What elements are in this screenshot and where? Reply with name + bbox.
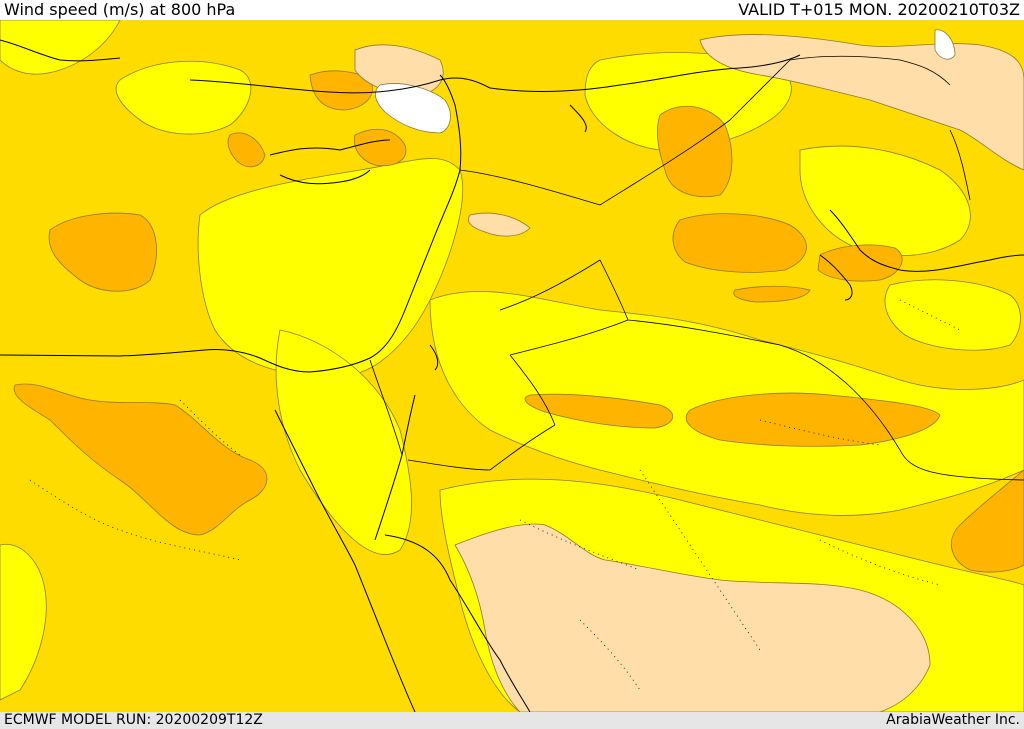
map-title: Wind speed (m/s) at 800 hPa [4,0,236,19]
field-light-zones [354,34,1024,712]
field-strong-zones [13,70,1024,573]
coastlines [0,39,1024,712]
borders [369,55,1024,481]
footer-bar: ECMWF MODEL RUN: 20200209T12Z ArabiaWeat… [0,712,1024,729]
header-bar: Wind speed (m/s) at 800 hPa VALID T+015 … [0,0,1024,20]
valid-time: VALID T+015 MON. 20200210T03Z [738,0,1020,19]
model-run-label: ECMWF MODEL RUN: 20200209T12Z [4,712,263,728]
field-calm-zones [375,29,956,134]
credit-label: ArabiaWeather Inc. [886,712,1020,728]
wind-speed-map[interactable] [0,20,1024,712]
internal-borders [29,299,961,691]
